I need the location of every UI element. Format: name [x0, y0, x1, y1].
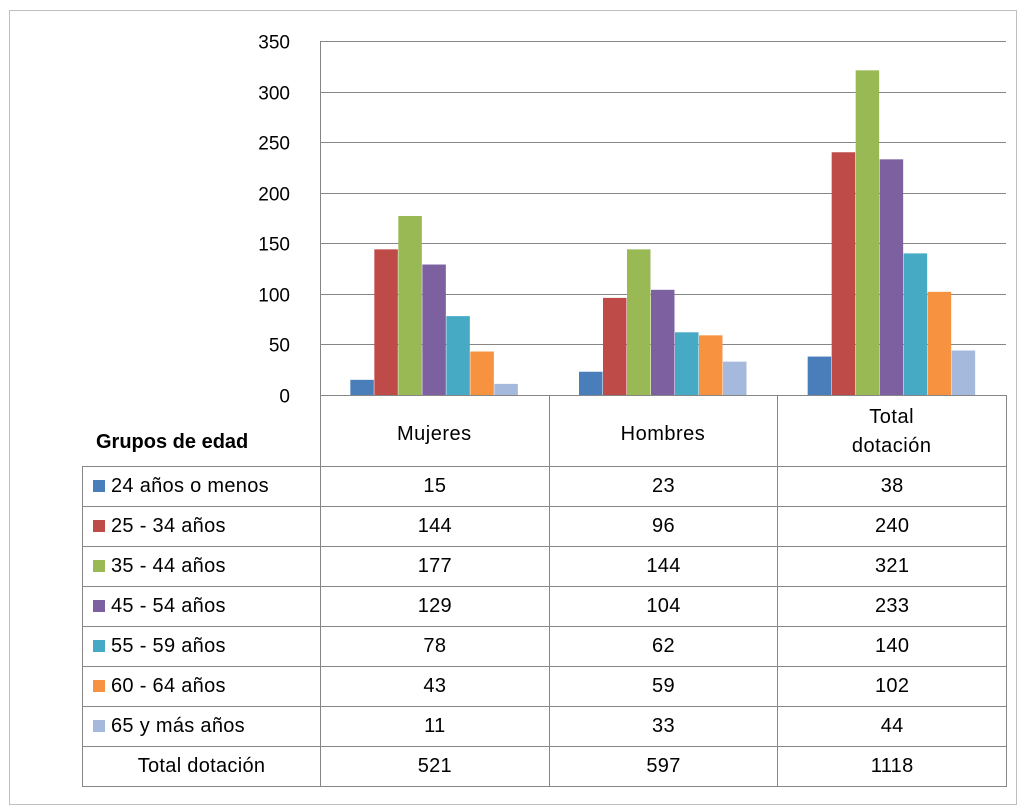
y-tick-label: 100: [258, 286, 290, 307]
legend-label: 35 - 44 años: [111, 555, 226, 577]
bar: [831, 152, 856, 395]
bar: [627, 249, 651, 395]
table-cell-total: 1118: [777, 746, 1007, 787]
bar: [903, 253, 928, 395]
legend-entry: 55 - 59 años: [82, 626, 321, 667]
total-row-label-cell: Total dotación: [82, 746, 321, 787]
table-cell-value: 233: [777, 586, 1007, 627]
bar: [879, 159, 904, 395]
legend-entry: 24 años o menos: [82, 466, 321, 507]
category-label: dotación: [852, 435, 932, 457]
table-cell-value: 62: [548, 626, 779, 667]
table-cell-value: 33: [548, 706, 779, 747]
bar: [398, 215, 422, 395]
legend-entry: 60 - 64 años: [82, 666, 321, 707]
bar: [579, 371, 603, 395]
table-cell-value: 23: [548, 466, 779, 507]
table-total-row: Total dotación 521 597 1118: [82, 746, 1007, 787]
table-cell-value: 15: [320, 466, 550, 507]
table-cell-value: 104: [548, 586, 779, 627]
y-tick-label: 250: [258, 134, 290, 155]
category-label: Hombres: [621, 423, 706, 445]
y-tick-label: 200: [258, 185, 290, 206]
legend-swatch: [93, 520, 105, 532]
bars: [350, 70, 976, 396]
table-cell-value: 59: [548, 666, 779, 707]
table-cell-value: 78: [320, 626, 550, 667]
legend-label: 55 - 59 años: [111, 635, 226, 657]
category-label: Total: [869, 406, 914, 428]
table-cell-value: 140: [777, 626, 1007, 667]
legend-label: 60 - 64 años: [111, 675, 226, 697]
table-cell-total: 597: [548, 746, 779, 787]
chart-frame: [9, 10, 1017, 805]
table-row: 45 - 54 años 129 104 233: [82, 586, 1007, 627]
bar: [446, 316, 470, 395]
legend-swatch: [93, 680, 105, 692]
bar: [494, 383, 518, 395]
bar: [699, 335, 723, 395]
legend-swatch: [93, 720, 105, 732]
total-row-label: Total dotación: [137, 755, 266, 777]
table-cell-value: 129: [320, 586, 550, 627]
axis-lines: [320, 41, 1007, 467]
table-row: 24 años o menos 15 23 38: [82, 466, 1007, 507]
category-label: Mujeres: [397, 423, 472, 445]
legend-label: 24 años o menos: [111, 475, 269, 497]
table-row: 35 - 44 años 177 144 321: [82, 546, 1007, 587]
y-tick-label: 0: [279, 387, 290, 408]
bar: [651, 289, 675, 395]
row-header-title: Grupos de edad: [96, 431, 249, 453]
category-labels: Mujeres Hombres Total dotación: [397, 406, 931, 457]
table-cell-value: 240: [777, 506, 1007, 547]
bar: [675, 332, 699, 395]
table-cell-value: 38: [777, 466, 1007, 507]
table-cell-value: 96: [548, 506, 779, 547]
legend-label: 25 - 34 años: [111, 515, 226, 537]
bar: [603, 297, 627, 395]
bar: [350, 379, 374, 395]
legend-entry: 65 y más años: [82, 706, 321, 747]
legend-label: 65 y más años: [111, 715, 245, 737]
table-row: 65 y más años 11 33 44: [82, 706, 1007, 747]
legend-swatch: [93, 560, 105, 572]
legend-entry: 45 - 54 años: [82, 586, 321, 627]
bar: [927, 291, 952, 395]
table-cell-value: 144: [320, 506, 550, 547]
table-cell-value: 11: [320, 706, 550, 747]
legend-swatch: [93, 600, 105, 612]
table-row: 55 - 59 años 78 62 140: [82, 626, 1007, 667]
bar: [374, 249, 398, 395]
bar: [807, 356, 832, 395]
table-cell-value: 102: [777, 666, 1007, 707]
bar: [422, 264, 446, 395]
legend-swatch: [93, 480, 105, 492]
table-row: 25 - 34 años 144 96 240: [82, 506, 1007, 547]
bar: [951, 350, 976, 395]
y-axis-ticks: 0 50 100 150 200 250 300 350: [258, 33, 290, 408]
table-cell-value: 321: [777, 546, 1007, 587]
table-cell-value: 43: [320, 666, 550, 707]
legend-entry: 25 - 34 años: [82, 506, 321, 547]
legend-entry: 35 - 44 años: [82, 546, 321, 587]
bar: [855, 70, 880, 396]
table-cell-value: 44: [777, 706, 1007, 747]
bar: [470, 351, 494, 395]
table-cell-total: 521: [320, 746, 550, 787]
y-tick-label: 50: [269, 336, 290, 357]
legend-label: 45 - 54 años: [111, 595, 226, 617]
y-tick-label: 150: [258, 235, 290, 256]
data-table: 24 años o menos 15 23 38 25 - 34 años 144 96 24…: [82, 466, 1007, 787]
y-tick-label: 350: [258, 33, 290, 54]
y-tick-label: 300: [258, 84, 290, 105]
table-cell-value: 144: [548, 546, 779, 587]
table-row: 60 - 64 años 43 59 102: [82, 666, 1007, 707]
table-cell-value: 177: [320, 546, 550, 587]
bar: [723, 361, 747, 395]
legend-swatch: [93, 640, 105, 652]
